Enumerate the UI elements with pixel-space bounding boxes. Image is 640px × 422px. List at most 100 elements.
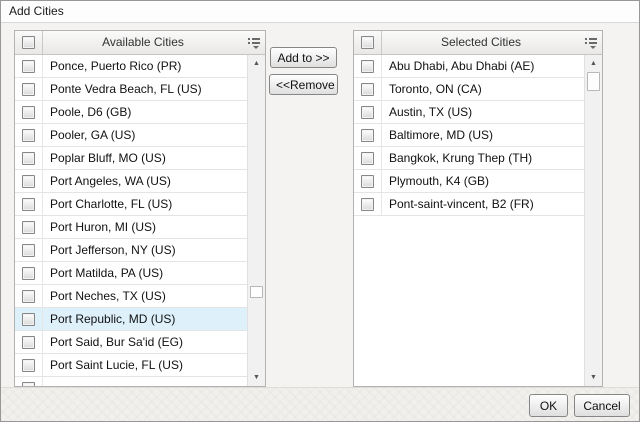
list-item-label: Plymouth, K4 (GB) bbox=[389, 174, 490, 188]
list-item-label: Port Jefferson, NY (US) bbox=[50, 243, 176, 257]
list-item-label: Port Saint Lucie, FL (US) bbox=[50, 358, 183, 372]
list-item-checkbox-cell bbox=[15, 55, 43, 77]
list-item-checkbox-cell bbox=[354, 101, 382, 123]
available-cities-panel: Available Cities Ponce, Puerto Rico (PR)… bbox=[14, 30, 266, 387]
selected-cities-rows: Abu Dhabi, Abu Dhabi (AE) Toronto, ON (C… bbox=[354, 55, 584, 386]
list-item-label: Austin, TX (US) bbox=[389, 105, 473, 119]
scrollbar-thumb[interactable] bbox=[587, 72, 600, 91]
row-checkbox[interactable] bbox=[361, 82, 374, 96]
cancel-button[interactable]: Cancel bbox=[574, 394, 630, 417]
scrollbar-thumb[interactable] bbox=[250, 286, 263, 298]
scroll-up-icon[interactable]: ▲ bbox=[585, 55, 602, 72]
row-checkbox[interactable] bbox=[22, 220, 35, 234]
list-item[interactable]: Poplar Bluff, MO (US) bbox=[15, 147, 247, 170]
row-checkbox[interactable] bbox=[361, 128, 374, 142]
row-checkbox[interactable] bbox=[22, 197, 35, 211]
available-cities-header: Available Cities bbox=[15, 31, 265, 55]
row-checkbox[interactable] bbox=[361, 59, 374, 73]
dialog-footer: OK Cancel bbox=[1, 387, 639, 421]
list-item-checkbox-cell bbox=[15, 101, 43, 123]
list-item-checkbox-cell bbox=[15, 170, 43, 192]
title-bar: Add Cities bbox=[1, 1, 639, 23]
list-item-checkbox-cell bbox=[15, 193, 43, 215]
list-item[interactable]: Port Republic, MD (US) bbox=[15, 308, 247, 331]
row-checkbox[interactable] bbox=[22, 266, 35, 280]
selected-scrollbar[interactable]: ▲ ▼ bbox=[584, 55, 602, 386]
row-checkbox[interactable] bbox=[22, 59, 35, 73]
list-item-label: Abu Dhabi, Abu Dhabi (AE) bbox=[389, 59, 535, 73]
selected-cities-list: Abu Dhabi, Abu Dhabi (AE) Toronto, ON (C… bbox=[354, 55, 602, 386]
list-item-label: Port Angeles, WA (US) bbox=[50, 174, 171, 188]
list-item-label: Port Said, Bur Sa'id (EG) bbox=[50, 335, 184, 349]
row-checkbox[interactable] bbox=[22, 335, 35, 349]
list-item-label: Poplar Bluff, MO (US) bbox=[50, 151, 166, 165]
list-item[interactable]: Port Huron, MI (US) bbox=[15, 216, 247, 239]
list-item[interactable]: Port Said, Bur Sa'id (EG) bbox=[15, 331, 247, 354]
available-cities-list: Ponce, Puerto Rico (PR) Ponte Vedra Beac… bbox=[15, 55, 265, 386]
list-item-checkbox-cell bbox=[15, 239, 43, 261]
list-item-label: Ponce, Puerto Rico (PR) bbox=[50, 59, 182, 73]
list-item[interactable]: Poole, D6 (GB) bbox=[15, 101, 247, 124]
list-item-label: Pooler, GA (US) bbox=[50, 128, 136, 142]
list-item-label: Bangkok, Krung Thep (TH) bbox=[389, 151, 533, 165]
row-checkbox[interactable] bbox=[22, 174, 35, 188]
row-checkbox[interactable] bbox=[22, 151, 35, 165]
list-item[interactable]: Port Charlotte, FL (US) bbox=[15, 193, 247, 216]
add-button[interactable]: Add to >> bbox=[270, 47, 337, 68]
row-checkbox[interactable] bbox=[22, 105, 35, 119]
list-item[interactable]: Port Saint Lucie, FL (US) bbox=[15, 354, 247, 377]
list-item[interactable]: Baltimore, MD (US) bbox=[354, 124, 584, 147]
row-checkbox[interactable] bbox=[22, 289, 35, 303]
available-cities-title: Available Cities bbox=[102, 35, 184, 49]
select-all-checkbox[interactable] bbox=[361, 36, 374, 49]
list-item[interactable]: Port Matilda, PA (US) bbox=[15, 262, 247, 285]
selected-cities-panel: Selected Cities Abu Dhabi, Abu Dhabi (AE… bbox=[353, 30, 603, 387]
list-item[interactable]: Pont-saint-vincent, B2 (FR) bbox=[354, 193, 584, 216]
list-item-checkbox-cell bbox=[15, 262, 43, 284]
available-cities-rows: Ponce, Puerto Rico (PR) Ponte Vedra Beac… bbox=[15, 55, 247, 386]
list-item[interactable]: Ponce, Puerto Rico (PR) bbox=[15, 55, 247, 78]
row-checkbox[interactable] bbox=[22, 358, 35, 372]
row-checkbox[interactable] bbox=[361, 105, 374, 119]
list-item[interactable]: Abu Dhabi, Abu Dhabi (AE) bbox=[354, 55, 584, 78]
list-item-checkbox-cell bbox=[354, 193, 382, 215]
header-checkbox-cell bbox=[354, 31, 382, 54]
select-all-checkbox[interactable] bbox=[22, 36, 35, 49]
row-checkbox[interactable] bbox=[22, 82, 35, 96]
scroll-down-icon[interactable]: ▼ bbox=[248, 369, 265, 386]
row-checkbox[interactable] bbox=[22, 243, 35, 257]
list-item[interactable]: Toronto, ON (CA) bbox=[354, 78, 584, 101]
list-item[interactable]: Ponte Vedra Beach, FL (US) bbox=[15, 78, 247, 101]
list-item[interactable] bbox=[15, 377, 247, 386]
list-item-label: Toronto, ON (CA) bbox=[389, 82, 482, 96]
column-chooser-icon[interactable] bbox=[243, 31, 265, 54]
list-item[interactable]: Bangkok, Krung Thep (TH) bbox=[354, 147, 584, 170]
row-checkbox[interactable] bbox=[361, 174, 374, 188]
row-checkbox[interactable] bbox=[361, 151, 374, 165]
list-item-label: Port Republic, MD (US) bbox=[50, 312, 176, 326]
list-item-label: Baltimore, MD (US) bbox=[389, 128, 494, 142]
list-item-checkbox-cell bbox=[354, 170, 382, 192]
row-checkbox[interactable] bbox=[22, 381, 35, 386]
list-item-checkbox-cell bbox=[15, 354, 43, 376]
list-item-label: Port Charlotte, FL (US) bbox=[50, 197, 173, 211]
available-scrollbar[interactable]: ▲ ▼ bbox=[247, 55, 265, 386]
list-item[interactable]: Port Jefferson, NY (US) bbox=[15, 239, 247, 262]
list-item-label: Poole, D6 (GB) bbox=[50, 105, 132, 119]
ok-button[interactable]: OK bbox=[529, 394, 568, 417]
list-item[interactable]: Port Neches, TX (US) bbox=[15, 285, 247, 308]
list-item[interactable]: Pooler, GA (US) bbox=[15, 124, 247, 147]
list-item[interactable]: Port Angeles, WA (US) bbox=[15, 170, 247, 193]
list-item[interactable]: Plymouth, K4 (GB) bbox=[354, 170, 584, 193]
scroll-up-icon[interactable]: ▲ bbox=[248, 55, 265, 72]
row-checkbox[interactable] bbox=[22, 128, 35, 142]
scroll-down-icon[interactable]: ▼ bbox=[585, 369, 602, 386]
header-checkbox-cell bbox=[15, 31, 43, 54]
list-item-label: Port Huron, MI (US) bbox=[50, 220, 157, 234]
column-chooser-icon[interactable] bbox=[580, 31, 602, 54]
row-checkbox[interactable] bbox=[361, 197, 374, 211]
row-checkbox[interactable] bbox=[22, 312, 35, 326]
list-item[interactable]: Austin, TX (US) bbox=[354, 101, 584, 124]
list-item-checkbox-cell bbox=[354, 55, 382, 77]
remove-button[interactable]: <<Remove bbox=[269, 74, 338, 95]
